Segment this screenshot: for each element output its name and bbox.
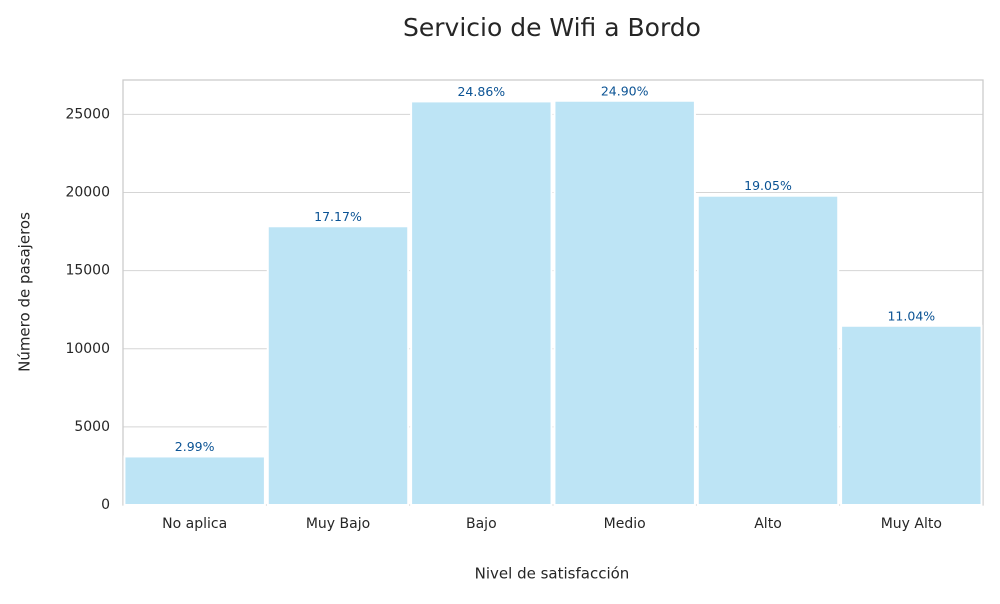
- percent-label: 24.90%: [601, 83, 649, 98]
- percent-label: 17.17%: [314, 209, 362, 224]
- y-tick-label: 5000: [74, 419, 110, 435]
- bar: [266, 225, 410, 506]
- percent-label: 19.05%: [744, 178, 792, 193]
- percent-label: 2.99%: [175, 439, 215, 454]
- x-tick-label: Medio: [604, 516, 646, 532]
- y-axis-label: Número de pasajeros: [16, 212, 34, 372]
- y-tick-label: 20000: [65, 185, 110, 201]
- y-tick-label: 15000: [65, 263, 110, 279]
- x-axis-label: Nivel de satisfacción: [475, 565, 630, 583]
- bar: [553, 99, 696, 506]
- percent-label: 24.86%: [457, 84, 505, 99]
- chart-title: Servicio de Wifi a Bordo: [403, 13, 701, 42]
- bar: [696, 194, 840, 506]
- x-tick-label: Muy Alto: [881, 516, 942, 532]
- bar: [410, 100, 553, 506]
- bar: [840, 324, 983, 506]
- y-tick-label: 25000: [65, 106, 110, 122]
- x-tick-label: Bajo: [466, 516, 497, 532]
- plot-frame: [122, 79, 984, 506]
- x-tick-label: No aplica: [162, 516, 227, 532]
- bar: [123, 455, 266, 506]
- y-tick-label: 0: [101, 497, 110, 513]
- x-tick-label: Muy Bajo: [306, 516, 370, 532]
- percent-label: 11.04%: [887, 308, 935, 323]
- x-tick-label: Alto: [754, 516, 782, 532]
- y-tick-label: 10000: [65, 341, 110, 357]
